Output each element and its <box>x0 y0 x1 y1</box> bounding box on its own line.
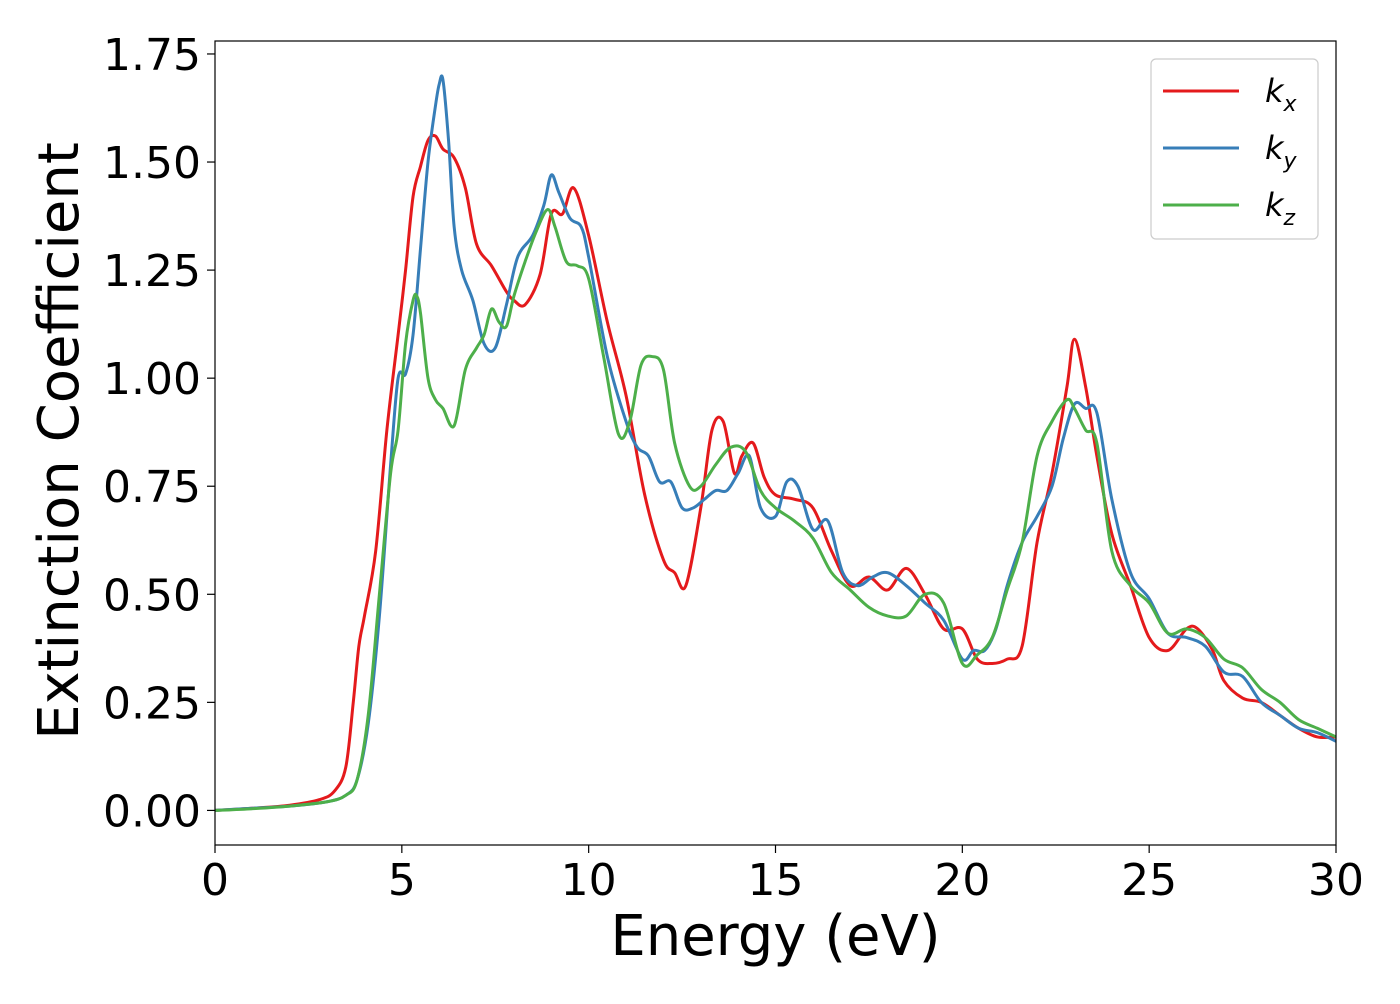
series-line-ky <box>215 74 1336 812</box>
x-axis: 0 5 10 15 20 25 30 <box>201 845 1364 906</box>
series-line-kz <box>215 208 1336 812</box>
series-layer <box>215 74 1336 812</box>
y-axis-title: Extinction Coefficient <box>27 142 92 740</box>
x-tick-label: 30 <box>1308 855 1364 906</box>
y-axis: 0.00 0.25 0.50 0.75 1.00 1.25 1.50 1.75 <box>103 30 215 837</box>
series-line-kx <box>215 133 1336 812</box>
y-tick-label: 0.00 <box>103 786 201 837</box>
x-tick-label: 10 <box>561 855 617 906</box>
y-tick-label: 0.75 <box>103 462 201 513</box>
y-tick-label: 1.50 <box>103 138 201 189</box>
y-tick-label: 1.25 <box>103 246 201 297</box>
y-tick-label: 0.25 <box>103 678 201 729</box>
y-tick-label: 1.00 <box>103 354 201 405</box>
x-axis-title: Energy (eV) <box>610 904 940 969</box>
x-tick-label: 15 <box>748 855 804 906</box>
y-tick-label: 0.50 <box>103 570 201 621</box>
x-tick-label: 25 <box>1121 855 1177 906</box>
x-tick-label: 20 <box>934 855 990 906</box>
x-tick-label: 0 <box>201 855 229 906</box>
y-tick-label: 1.75 <box>103 30 201 81</box>
x-tick-label: 5 <box>388 855 416 906</box>
